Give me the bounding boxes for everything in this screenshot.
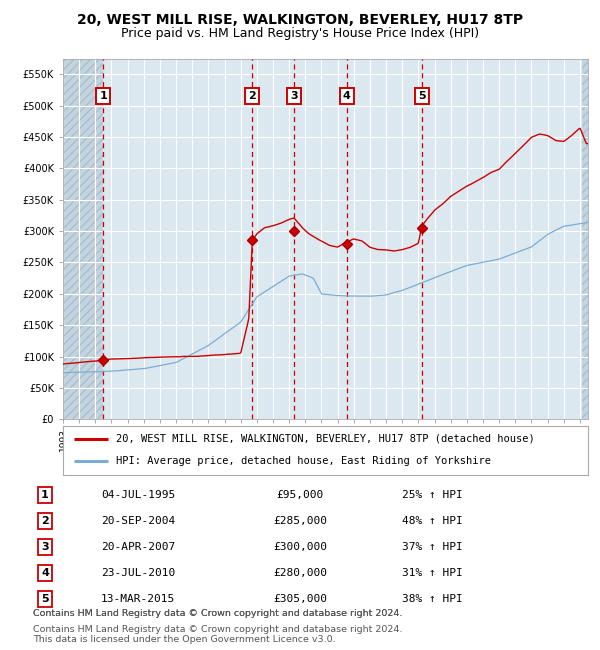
Text: Contains HM Land Registry data © Crown copyright and database right 2024.: Contains HM Land Registry data © Crown c… [33,608,403,618]
Text: 25% ↑ HPI: 25% ↑ HPI [402,490,463,501]
Text: Contains HM Land Registry data © Crown copyright and database right 2024.: Contains HM Land Registry data © Crown c… [33,625,403,634]
Text: 4: 4 [41,568,49,578]
Text: 1: 1 [100,92,107,101]
Text: 20, WEST MILL RISE, WALKINGTON, BEVERLEY, HU17 8TP (detached house): 20, WEST MILL RISE, WALKINGTON, BEVERLEY… [115,434,534,444]
Text: 4: 4 [343,92,350,101]
Text: 20, WEST MILL RISE, WALKINGTON, BEVERLEY, HU17 8TP: 20, WEST MILL RISE, WALKINGTON, BEVERLEY… [77,13,523,27]
Text: This data is licensed under the Open Government Licence v3.0.: This data is licensed under the Open Gov… [33,634,335,644]
Text: 48% ↑ HPI: 48% ↑ HPI [402,516,463,526]
Text: Price paid vs. HM Land Registry's House Price Index (HPI): Price paid vs. HM Land Registry's House … [121,27,479,40]
Text: £305,000: £305,000 [273,594,327,604]
Text: £300,000: £300,000 [273,542,327,552]
Text: 5: 5 [418,92,425,101]
Text: Contains HM Land Registry data © Crown copyright and database right 2024.: Contains HM Land Registry data © Crown c… [33,608,403,618]
Text: HPI: Average price, detached house, East Riding of Yorkshire: HPI: Average price, detached house, East… [115,456,491,466]
Text: 2: 2 [41,516,49,526]
Text: 5: 5 [41,594,49,604]
Text: 31% ↑ HPI: 31% ↑ HPI [402,568,463,578]
Text: Contains HM Land Registry data © Crown copyright and database right 2024.: Contains HM Land Registry data © Crown c… [33,616,403,625]
Text: 20-APR-2007: 20-APR-2007 [101,542,175,552]
Text: £95,000: £95,000 [277,490,323,501]
Text: 2: 2 [248,92,256,101]
Text: 3: 3 [290,92,298,101]
Text: 13-MAR-2015: 13-MAR-2015 [101,594,175,604]
Text: 04-JUL-1995: 04-JUL-1995 [101,490,175,501]
Text: 37% ↑ HPI: 37% ↑ HPI [402,542,463,552]
Text: 20-SEP-2004: 20-SEP-2004 [101,516,175,526]
Text: £280,000: £280,000 [273,568,327,578]
Bar [581,58,588,419]
Text: 23-JUL-2010: 23-JUL-2010 [101,568,175,578]
Text: 1: 1 [41,490,49,501]
Bar [63,58,103,419]
Text: £285,000: £285,000 [273,516,327,526]
Text: 3: 3 [41,542,49,552]
Text: 38% ↑ HPI: 38% ↑ HPI [402,594,463,604]
